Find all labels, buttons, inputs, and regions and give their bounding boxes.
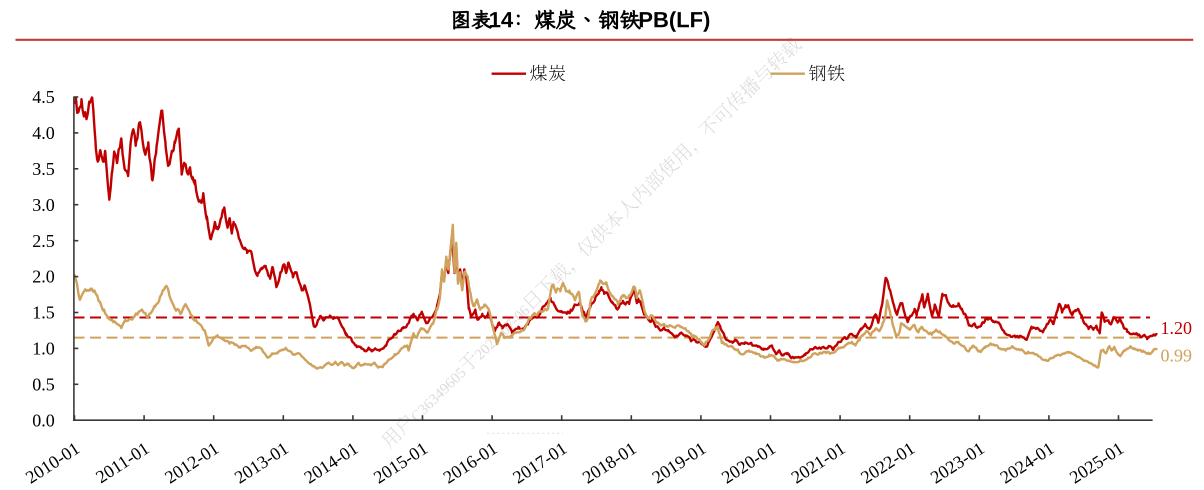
- svg-text:3.0: 3.0: [32, 195, 55, 215]
- svg-text:1.0: 1.0: [32, 339, 55, 359]
- svg-text:0.99: 0.99: [1161, 346, 1193, 366]
- svg-text:4.5: 4.5: [32, 87, 55, 107]
- svg-text:1.20: 1.20: [1161, 318, 1193, 338]
- svg-text:4.0: 4.0: [32, 123, 55, 143]
- svg-text:2.5: 2.5: [32, 231, 55, 251]
- svg-text:3.5: 3.5: [32, 159, 55, 179]
- svg-text:0.0: 0.0: [32, 410, 55, 430]
- svg-text:2.0: 2.0: [32, 267, 55, 287]
- svg-text:0.5: 0.5: [32, 374, 55, 394]
- svg-text:1.5: 1.5: [32, 303, 55, 323]
